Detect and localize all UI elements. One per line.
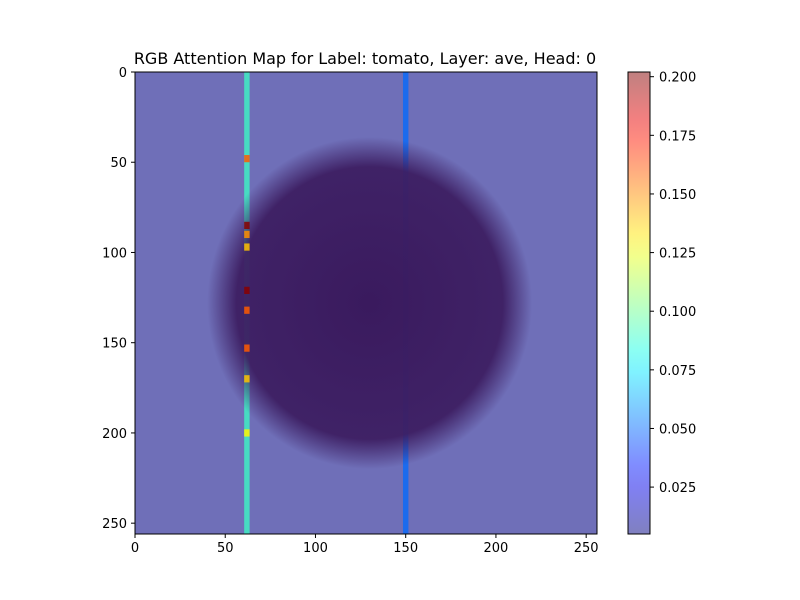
colorbar-tick-label: 0.200 (659, 71, 696, 86)
y-tick-label: 100 (102, 246, 127, 261)
attention-hotspot (244, 155, 250, 163)
colorbar: 0.025 0.050 0.075 0.100 0.125 0.150 0.175 0.200 (627, 71, 696, 535)
chart-title: RGB Attention Map for Label: tomato, Lay… (134, 49, 596, 68)
plot-frame (134, 71, 598, 535)
attention-hotspot (244, 230, 250, 239)
y-tick-label: 150 (102, 337, 127, 352)
attention-hotspots (244, 155, 250, 437)
attention-hotspot (244, 243, 250, 251)
y-tick-label: 0 (119, 66, 127, 81)
x-axis: 0 50 100 150 200 250 (131, 534, 599, 556)
attention-hotspot (244, 221, 250, 230)
attention-hotspot (244, 429, 250, 437)
colorbar-tick-label: 0.075 (659, 364, 696, 379)
y-tick-label: 200 (102, 427, 127, 442)
x-tick-label: 100 (303, 541, 328, 556)
x-tick-label: 200 (484, 541, 509, 556)
colorbar-tick-label: 0.100 (659, 305, 696, 320)
x-tick-label: 50 (217, 541, 234, 556)
colorbar-ticks: 0.025 0.050 0.075 0.100 0.125 0.150 0.175 0.200 (650, 71, 696, 496)
x-tick-label: 0 (131, 541, 139, 556)
plot-area (135, 72, 597, 534)
tomato-image (207, 136, 533, 470)
colorbar-tick-label: 0.025 (659, 481, 696, 496)
attention-hotspot (244, 375, 250, 383)
y-tick-label: 50 (110, 156, 127, 171)
colorbar-frame (627, 71, 651, 535)
x-tick-label: 250 (574, 541, 599, 556)
y-tick-label: 250 (102, 517, 127, 532)
attention-hotspot (244, 286, 250, 294)
colorbar-fill (628, 72, 650, 534)
colorbar-tick-label: 0.175 (659, 129, 696, 144)
colorbar-tick-label: 0.050 (659, 422, 696, 437)
colorbar-tick-label: 0.150 (659, 188, 696, 203)
y-axis: 0 50 100 150 200 250 (102, 66, 135, 532)
attention-hotspot (244, 306, 250, 314)
x-tick-label: 150 (393, 541, 418, 556)
attention-hotspot (244, 344, 250, 352)
colorbar-tick-label: 0.125 (659, 247, 696, 262)
